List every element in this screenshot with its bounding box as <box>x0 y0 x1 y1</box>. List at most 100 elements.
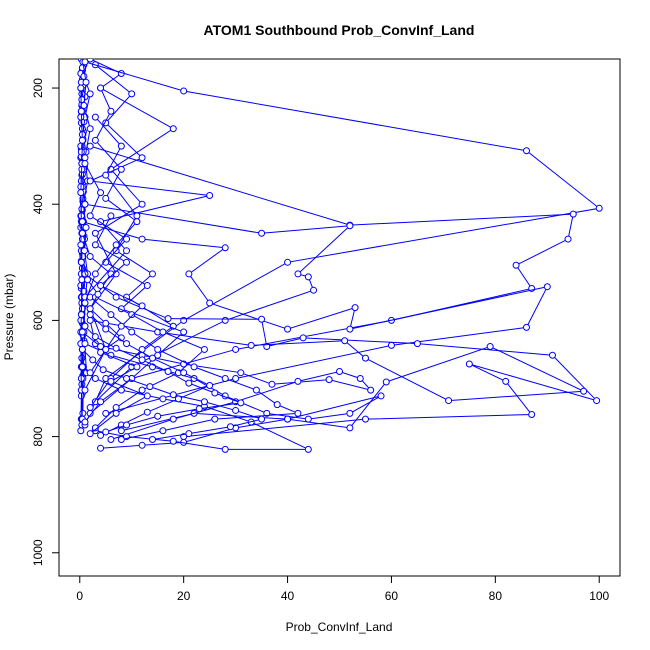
data-point <box>78 136 86 144</box>
data-point <box>91 136 99 144</box>
data-point <box>247 341 255 349</box>
data-point <box>185 430 193 438</box>
data-point <box>346 424 354 432</box>
data-point <box>143 392 151 400</box>
data-point <box>117 386 125 394</box>
data-point <box>128 311 136 319</box>
data-point <box>86 212 94 220</box>
data-point <box>195 405 203 413</box>
data-point <box>86 305 94 313</box>
y-tick-label: 200 <box>31 78 45 98</box>
data-point <box>80 247 88 255</box>
data-point <box>102 194 110 202</box>
data-point <box>81 200 89 208</box>
x-tick-label: 100 <box>589 589 609 603</box>
data-point <box>112 241 120 249</box>
data-point <box>237 369 245 377</box>
data-point <box>336 368 343 376</box>
data-point <box>77 107 85 115</box>
data-point <box>91 270 99 278</box>
data-point <box>94 290 102 298</box>
data-point <box>159 328 167 336</box>
data-point <box>154 345 162 353</box>
data-point <box>77 311 85 319</box>
data-point <box>543 283 551 291</box>
data-point <box>138 235 146 243</box>
data-layer <box>77 59 603 453</box>
data-point <box>77 148 85 156</box>
y-axis: 200 400 600 800 1000 <box>31 78 60 566</box>
data-point <box>123 374 131 382</box>
data-point <box>102 325 110 333</box>
profile-series <box>86 113 177 412</box>
data-point <box>86 177 94 185</box>
y-tick-label: 400 <box>31 194 45 214</box>
profile-series <box>81 84 141 307</box>
data-point <box>77 427 85 435</box>
data-point <box>346 222 354 230</box>
data-point <box>154 412 162 420</box>
data-point <box>107 435 115 443</box>
data-point <box>112 293 120 301</box>
data-point <box>146 383 154 391</box>
data-point <box>143 408 151 416</box>
data-point <box>81 386 89 394</box>
data-point <box>97 282 105 290</box>
data-point <box>78 218 86 226</box>
data-point <box>117 435 125 443</box>
data-point <box>99 366 107 374</box>
profile-series <box>81 270 601 441</box>
data-point <box>81 418 89 426</box>
profile-series <box>78 218 551 417</box>
data-point <box>226 423 234 431</box>
data-point <box>138 441 146 449</box>
data-point <box>112 344 120 352</box>
profile-line <box>84 64 210 344</box>
data-point <box>164 368 172 376</box>
profile-series <box>81 59 603 429</box>
data-point <box>200 345 208 353</box>
profile-line <box>84 163 185 423</box>
data-point <box>107 212 115 220</box>
data-point <box>263 409 271 417</box>
data-point <box>82 223 90 231</box>
data-point <box>206 299 214 307</box>
data-point <box>310 286 318 294</box>
data-point <box>304 415 312 423</box>
data-point <box>595 204 603 212</box>
data-point <box>445 397 453 405</box>
data-point <box>97 398 105 406</box>
data-point <box>77 258 85 266</box>
chart-title: ATOM1 Southbound Prob_ConvInf_Land <box>204 22 475 38</box>
x-tick-label: 20 <box>177 589 191 603</box>
data-point <box>97 431 105 439</box>
profile-series <box>86 293 302 443</box>
data-point <box>548 351 556 359</box>
data-point <box>97 189 105 197</box>
data-point <box>304 273 312 281</box>
data-point <box>82 78 90 86</box>
data-point <box>91 229 99 237</box>
data-point <box>200 398 208 406</box>
data-point <box>502 377 510 385</box>
data-point <box>232 406 240 414</box>
data-point <box>107 107 115 115</box>
data-point <box>112 409 120 417</box>
data-point <box>346 325 354 333</box>
data-point <box>180 328 188 336</box>
profile-line <box>84 61 601 426</box>
data-point <box>206 381 214 389</box>
data-point <box>123 247 131 255</box>
data-point <box>149 354 156 362</box>
data-point <box>382 378 390 386</box>
data-point <box>86 369 94 377</box>
data-point <box>123 258 131 266</box>
data-point <box>258 415 266 423</box>
data-point <box>102 428 110 436</box>
data-point <box>107 377 115 385</box>
data-point <box>284 415 292 423</box>
data-point <box>133 212 141 220</box>
data-point <box>180 369 188 377</box>
data-point <box>86 125 94 133</box>
